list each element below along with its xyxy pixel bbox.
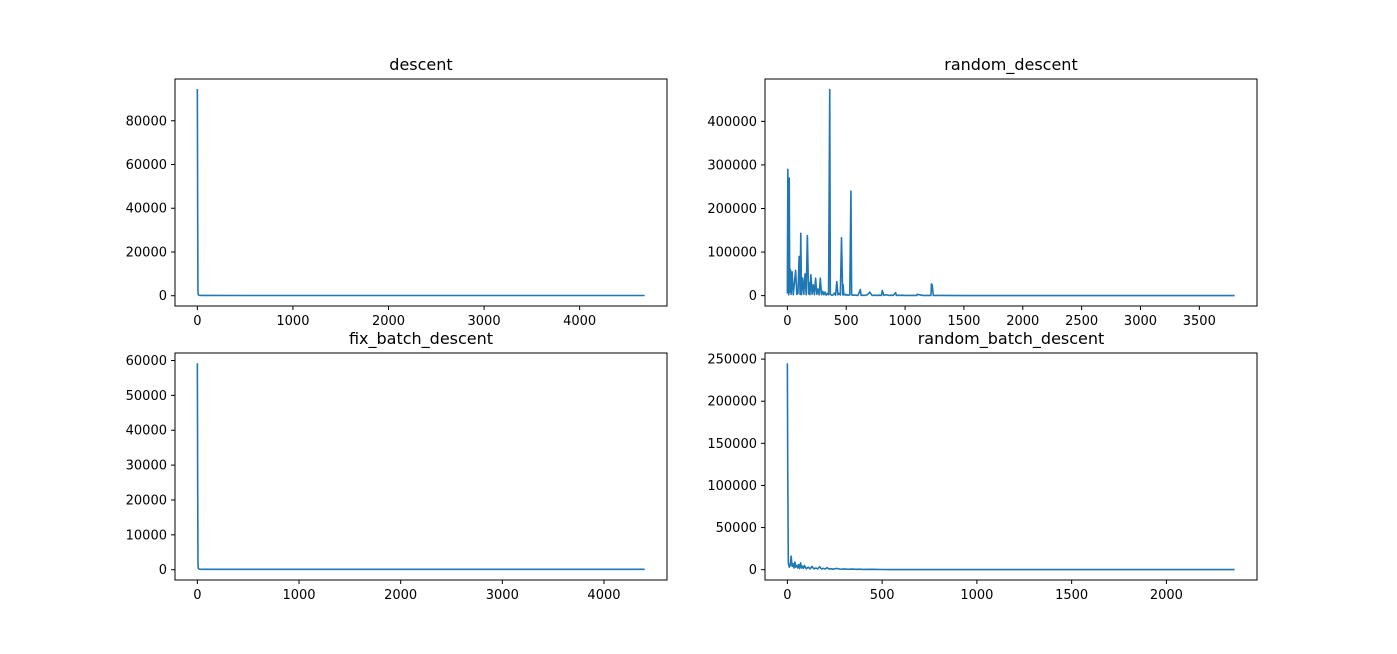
y-tick-label: 80000	[126, 114, 167, 129]
y-tick-label: 150000	[707, 437, 757, 452]
axes-frame	[174, 352, 668, 581]
y-tick-label: 0	[159, 563, 167, 578]
plot-title: random_batch_descent	[918, 329, 1105, 349]
y-tick-label: 30000	[126, 459, 167, 474]
y-tick-label: 200000	[707, 202, 757, 217]
y-tick-label: 40000	[126, 202, 167, 217]
y-tick-label: 10000	[126, 528, 167, 543]
subplot-3: random_batch_descent 0 500 1000 1500 2000 0 500…	[707, 329, 1258, 603]
x-tick-label: 1500	[947, 314, 980, 329]
x-tick-label: 2000	[372, 314, 405, 329]
x-tick-label: 2000	[384, 588, 417, 603]
x-tick-label: 0	[783, 588, 791, 603]
x-tick-label: 3000	[486, 588, 519, 603]
x-tick-label: 0	[193, 314, 201, 329]
x-tick-label: 1000	[889, 314, 922, 329]
y-tick-label: 400000	[707, 115, 757, 130]
y-tick-label: 100000	[707, 246, 757, 261]
series-line-0	[786, 363, 1235, 571]
y-tick-label: 200000	[707, 395, 757, 410]
axes-frame	[764, 78, 1258, 307]
x-tick-label: 2000	[1150, 588, 1183, 603]
x-tick-label: 500	[834, 314, 859, 329]
plot-title: descent	[389, 55, 452, 74]
series-line-0	[786, 88, 1235, 297]
y-tick-label: 20000	[126, 245, 167, 260]
y-tick-label: 0	[749, 563, 757, 578]
x-tick-label: 0	[193, 588, 201, 603]
x-tick-label: 4000	[563, 314, 596, 329]
y-tick-label: 50000	[716, 521, 757, 536]
series-line-0	[196, 363, 645, 571]
y-tick-label: 50000	[126, 389, 167, 404]
y-tick-label: 0	[749, 289, 757, 304]
y-tick-label: 40000	[126, 424, 167, 439]
x-tick-label: 1000	[960, 588, 993, 603]
y-tick-label: 100000	[707, 479, 757, 494]
x-tick-label: 1000	[276, 314, 309, 329]
x-tick-label: 0	[783, 314, 791, 329]
y-tick-label: 20000	[126, 493, 167, 508]
y-tick-label: 300000	[707, 158, 757, 173]
x-tick-label: 500	[870, 588, 895, 603]
y-tick-label: 0	[159, 289, 167, 304]
x-tick-label: 4000	[587, 588, 620, 603]
axes-frame	[764, 352, 1258, 581]
x-tick-label: 2500	[1065, 314, 1098, 329]
x-tick-label: 3000	[1124, 314, 1157, 329]
plot-title: fix_batch_descent	[349, 329, 493, 349]
plot-title: random_descent	[944, 55, 1077, 75]
series-line-0	[196, 89, 645, 297]
y-tick-label: 60000	[126, 354, 167, 369]
x-tick-label: 2000	[1006, 314, 1039, 329]
x-tick-label: 1000	[282, 588, 315, 603]
y-tick-label: 60000	[126, 158, 167, 173]
subplot-1: random_descent 0 500 1000 1500 2000 2500 3000 35…	[707, 55, 1258, 329]
x-tick-label: 3500	[1183, 314, 1216, 329]
x-tick-label: 1500	[1055, 588, 1088, 603]
x-tick-label: 3000	[468, 314, 501, 329]
axes-frame	[174, 78, 668, 307]
y-tick-label: 250000	[707, 353, 757, 368]
